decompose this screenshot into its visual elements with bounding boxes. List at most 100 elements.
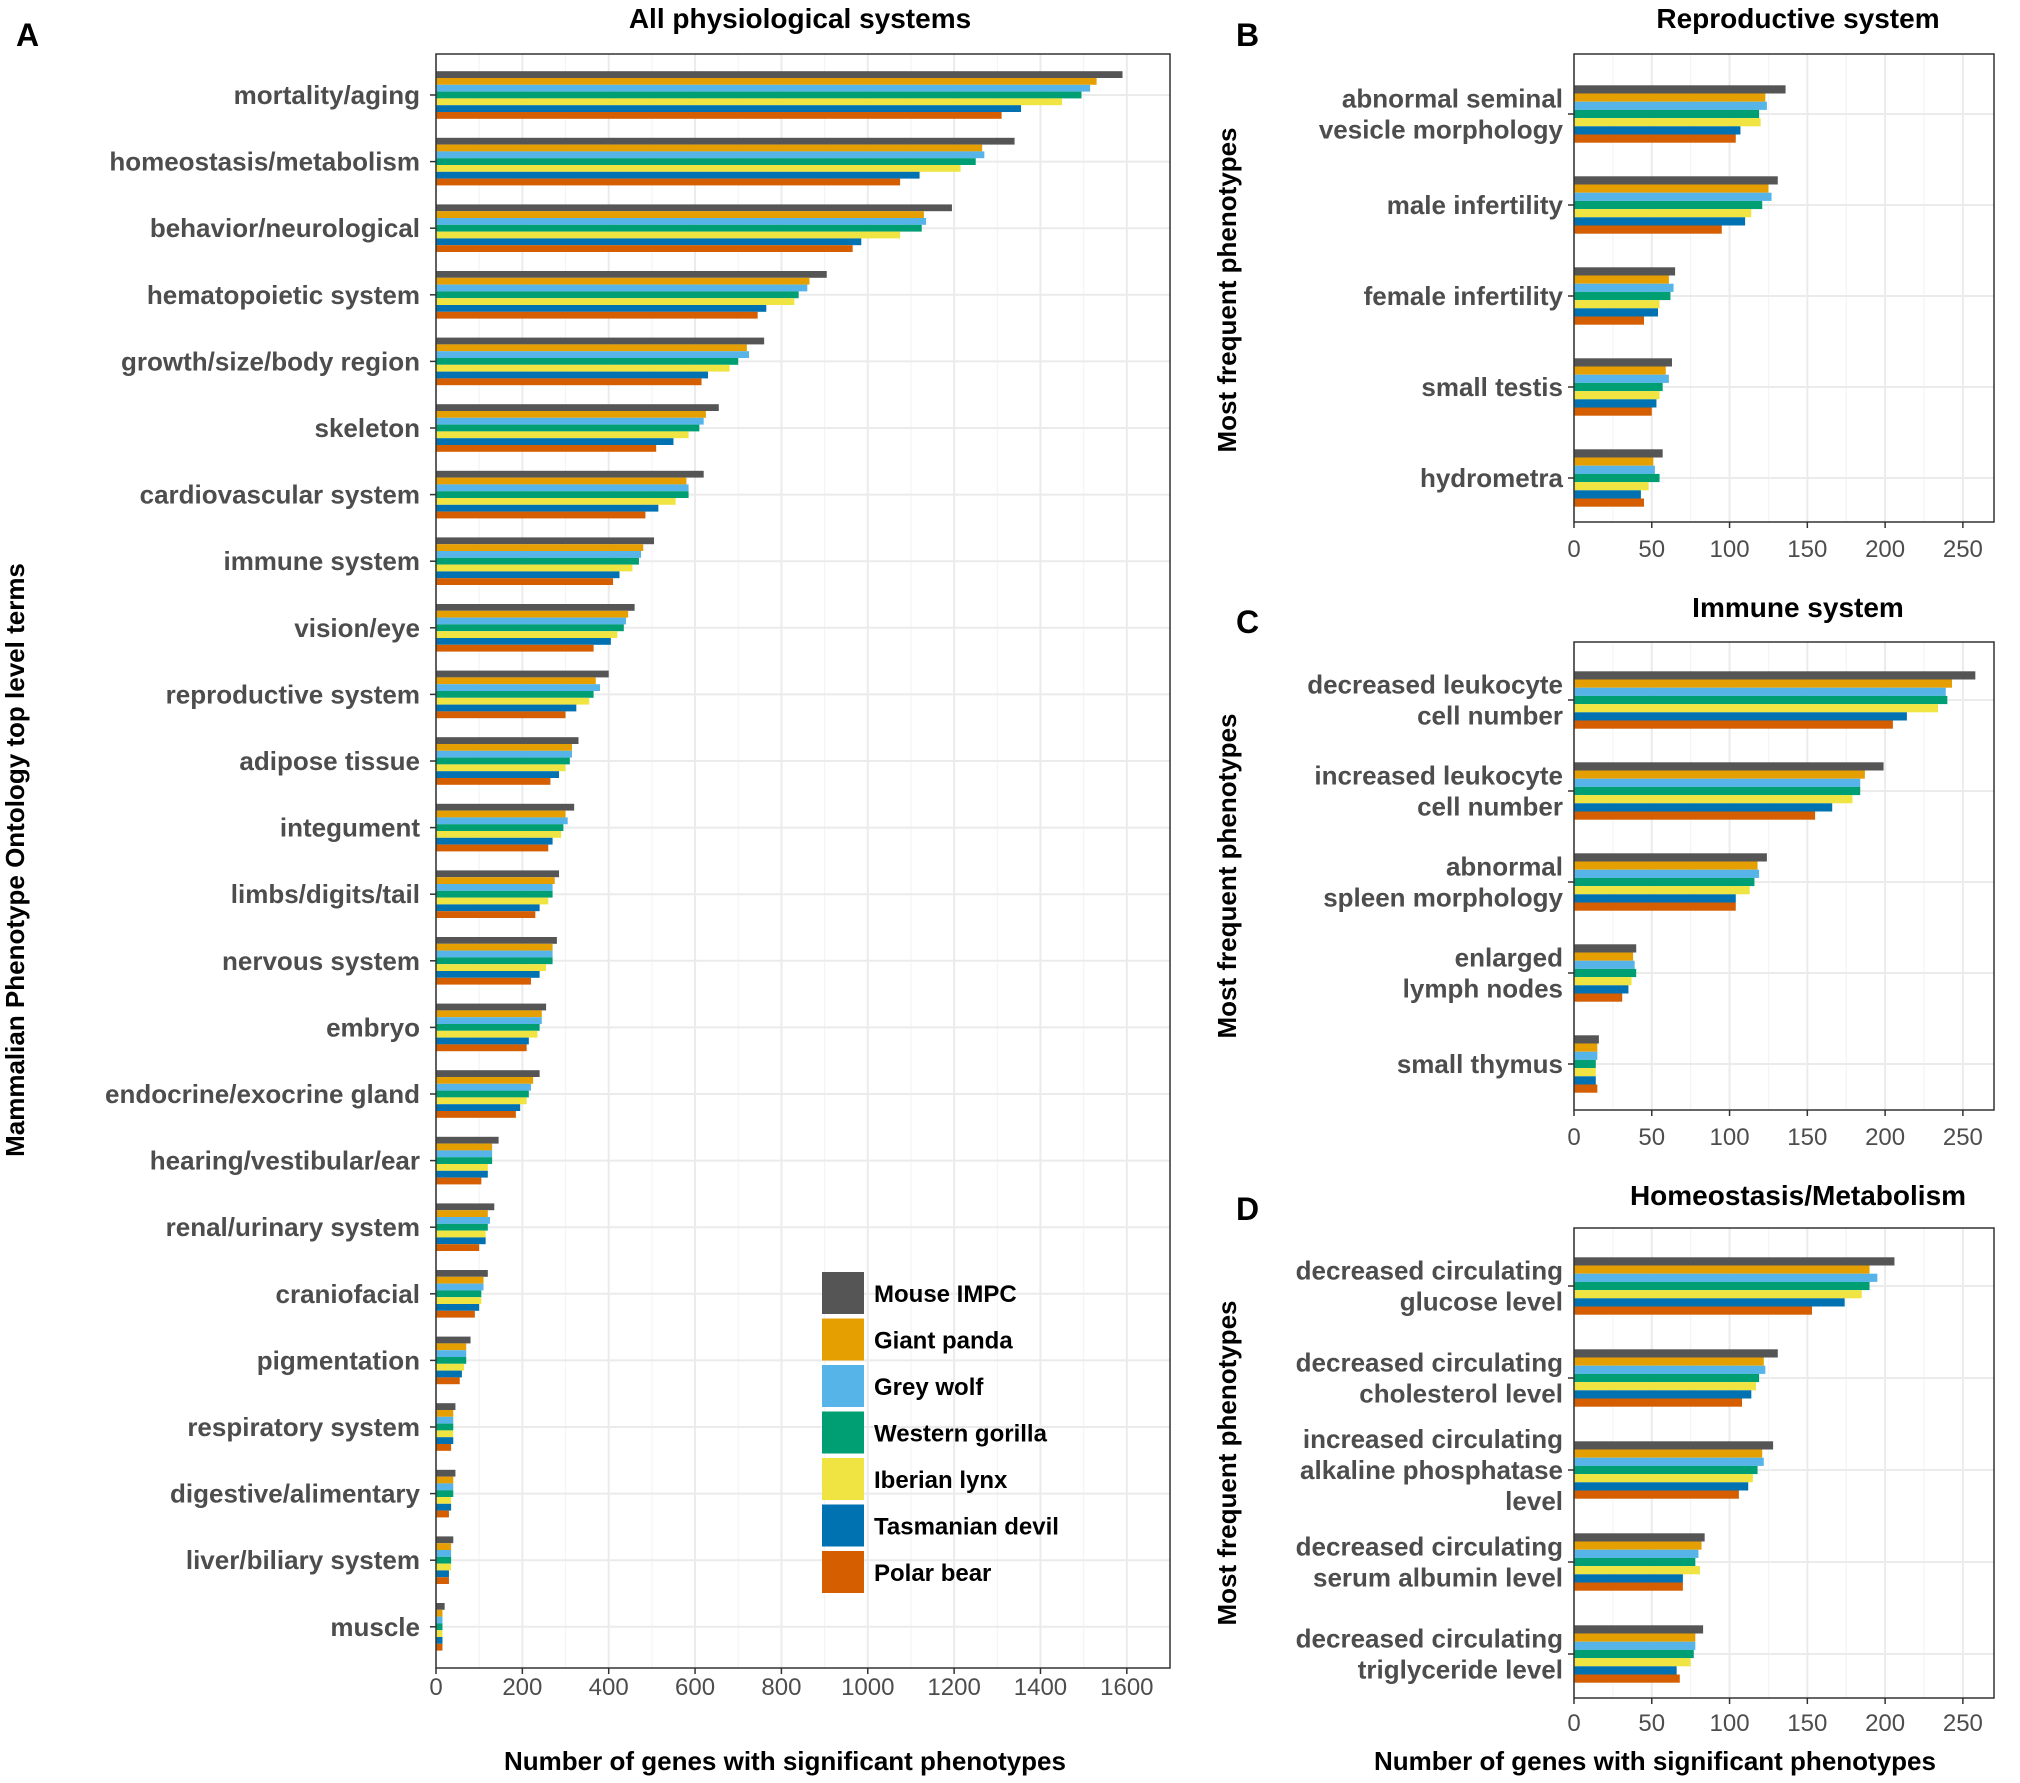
bar [1574,1382,1756,1391]
category-label: adipose tissue [239,746,420,776]
legend-swatch [822,1551,864,1593]
bar [436,911,536,918]
category-label: immune system [223,546,420,576]
bar [1574,1373,1760,1383]
category-label: growth/size/body region [121,346,420,376]
bar [1574,1265,1870,1274]
bar [436,1377,460,1385]
bar [436,610,629,618]
category-label: female infertility [1364,281,1564,311]
bar [436,950,553,958]
bar [1574,1257,1895,1266]
x-tick-label: 100 [1710,536,1750,563]
category-label: liver/biliary system [186,1545,420,1575]
bar [1574,176,1778,185]
bar [436,311,758,319]
bar [436,91,1082,99]
bar [436,1164,488,1171]
category-label: vesicle morphology [1319,115,1564,145]
bar [436,1416,454,1424]
bar [1574,1658,1691,1667]
x-tick-label: 800 [761,1674,801,1701]
bar [1574,993,1623,1002]
bar [436,1304,480,1311]
bar [436,470,704,478]
bar [436,844,549,852]
bar [436,943,553,951]
bar [436,151,985,159]
bar [436,1244,480,1251]
bar [436,371,709,379]
legend-swatch [822,1504,864,1547]
bar [436,890,553,898]
bar [436,638,611,645]
x-tick-label: 150 [1787,536,1827,563]
x-tick-label: 1200 [927,1674,980,1701]
bar [436,1603,445,1610]
bar [436,511,646,519]
category-label: small thymus [1397,1049,1563,1079]
bar [436,1497,452,1504]
category-label: hematopoietic system [147,280,420,310]
panel-border [1573,641,1995,1111]
category-label: serum albumin level [1313,1563,1563,1593]
category-label: craniofacial [275,1279,420,1309]
category-label: respiratory system [187,1412,420,1442]
bar [1574,1068,1596,1077]
bar [1574,1482,1749,1491]
bar [1574,1390,1752,1399]
bar [436,684,601,691]
category-label: glucose level [1400,1287,1563,1317]
legend-label: Tasmanian devil [874,1514,1059,1541]
bar [1574,877,1755,887]
category-label: limbs/digits/tail [231,879,420,909]
bar [436,1423,454,1431]
category-label: small testis [1421,372,1563,402]
bar [436,411,706,418]
bar [436,1403,456,1410]
category-label: skeleton [315,413,421,443]
x-tick-label: 250 [1943,1710,1983,1737]
x-tick-label: 0 [1567,1710,1580,1737]
bar [1574,217,1746,226]
bar [1574,1557,1696,1567]
bar [1574,803,1833,812]
bar [436,1003,547,1011]
bar [1574,1641,1696,1650]
bar [436,1476,454,1484]
bar [1574,498,1644,507]
bar [1574,1582,1683,1591]
bar [436,1024,540,1031]
bar [436,1630,443,1637]
bar [1574,109,1760,119]
bar [436,1030,538,1038]
bar [436,744,573,751]
bar [1574,960,1635,969]
x-tick-label: 50 [1638,1710,1665,1737]
bar [1574,944,1637,953]
bar [436,298,795,305]
bar [436,803,575,811]
bar [1574,1306,1812,1315]
bar [1574,1273,1878,1282]
bar [436,358,739,365]
bar [436,245,853,252]
bar [1574,308,1658,317]
x-tick-label: 0 [1567,1124,1580,1151]
bar [436,224,922,232]
x-tick-label: 200 [1865,1710,1905,1737]
bar [436,1437,454,1444]
bar [436,824,564,831]
bar [1574,704,1938,713]
bar [436,1543,452,1550]
x-tick-label: 200 [1865,536,1905,563]
bar [1574,778,1861,787]
bar [436,877,555,884]
bar [436,1469,456,1477]
bar [436,617,626,625]
category-label: spleen morphology [1323,883,1563,913]
bar [436,691,594,698]
